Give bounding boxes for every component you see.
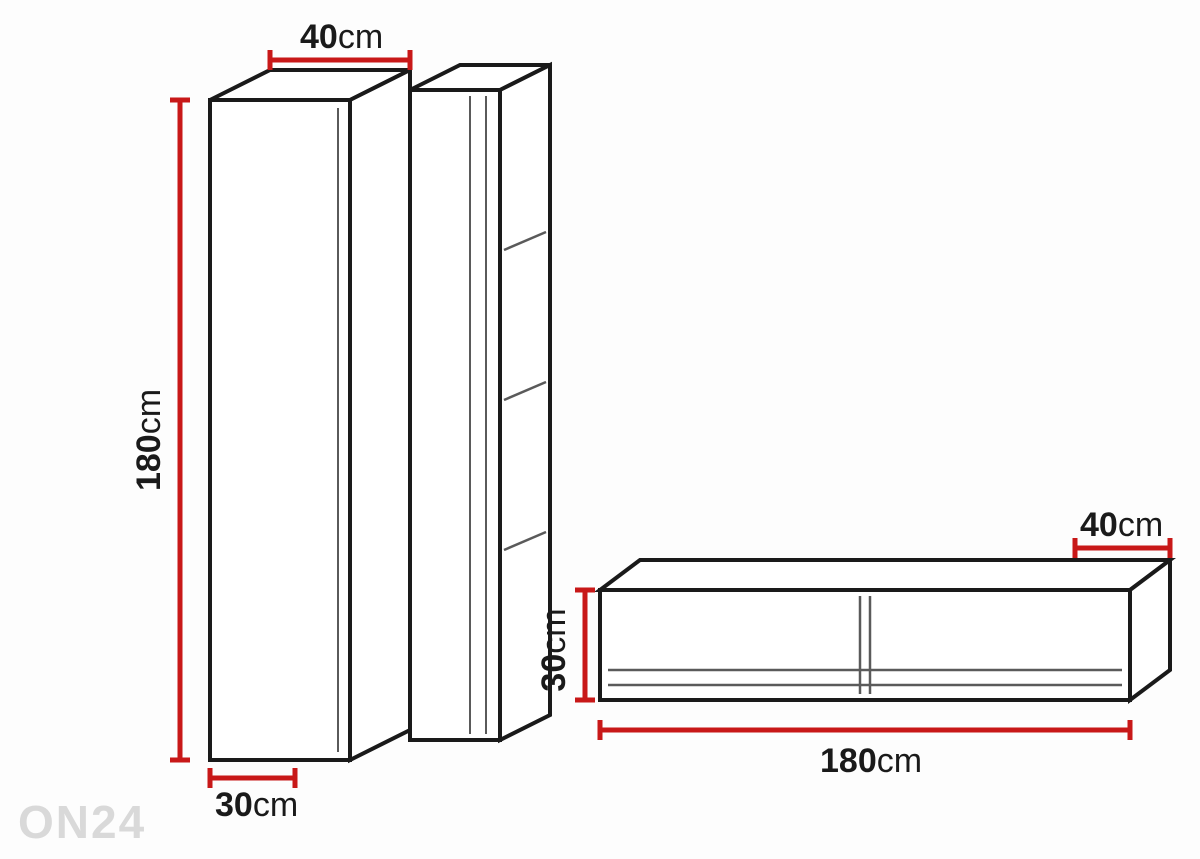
furniture-diagram: 40cm 180cm 30cm 30cm 180cm 40cm [0,0,1200,859]
low-board [600,560,1170,700]
tall-cabinet-1 [210,70,410,760]
label-left-height: 180cm [130,389,168,491]
label-low-width: 180cm [820,742,922,780]
label-top-width: 40cm [300,18,383,56]
tall-cabinet-2 [410,65,550,740]
dim-low-width [600,720,1130,740]
watermark: ON24 [18,795,146,849]
label-low-depth: 40cm [1080,506,1163,544]
diagram-stage: 40cm 180cm 30cm 30cm 180cm 40cm ON24 [0,0,1200,859]
dim-low-height [575,590,595,700]
label-low-height: 30cm [535,608,573,691]
label-left-depth: 30cm [215,786,298,824]
dim-left-depth [210,768,295,788]
dim-left-height [170,100,190,760]
